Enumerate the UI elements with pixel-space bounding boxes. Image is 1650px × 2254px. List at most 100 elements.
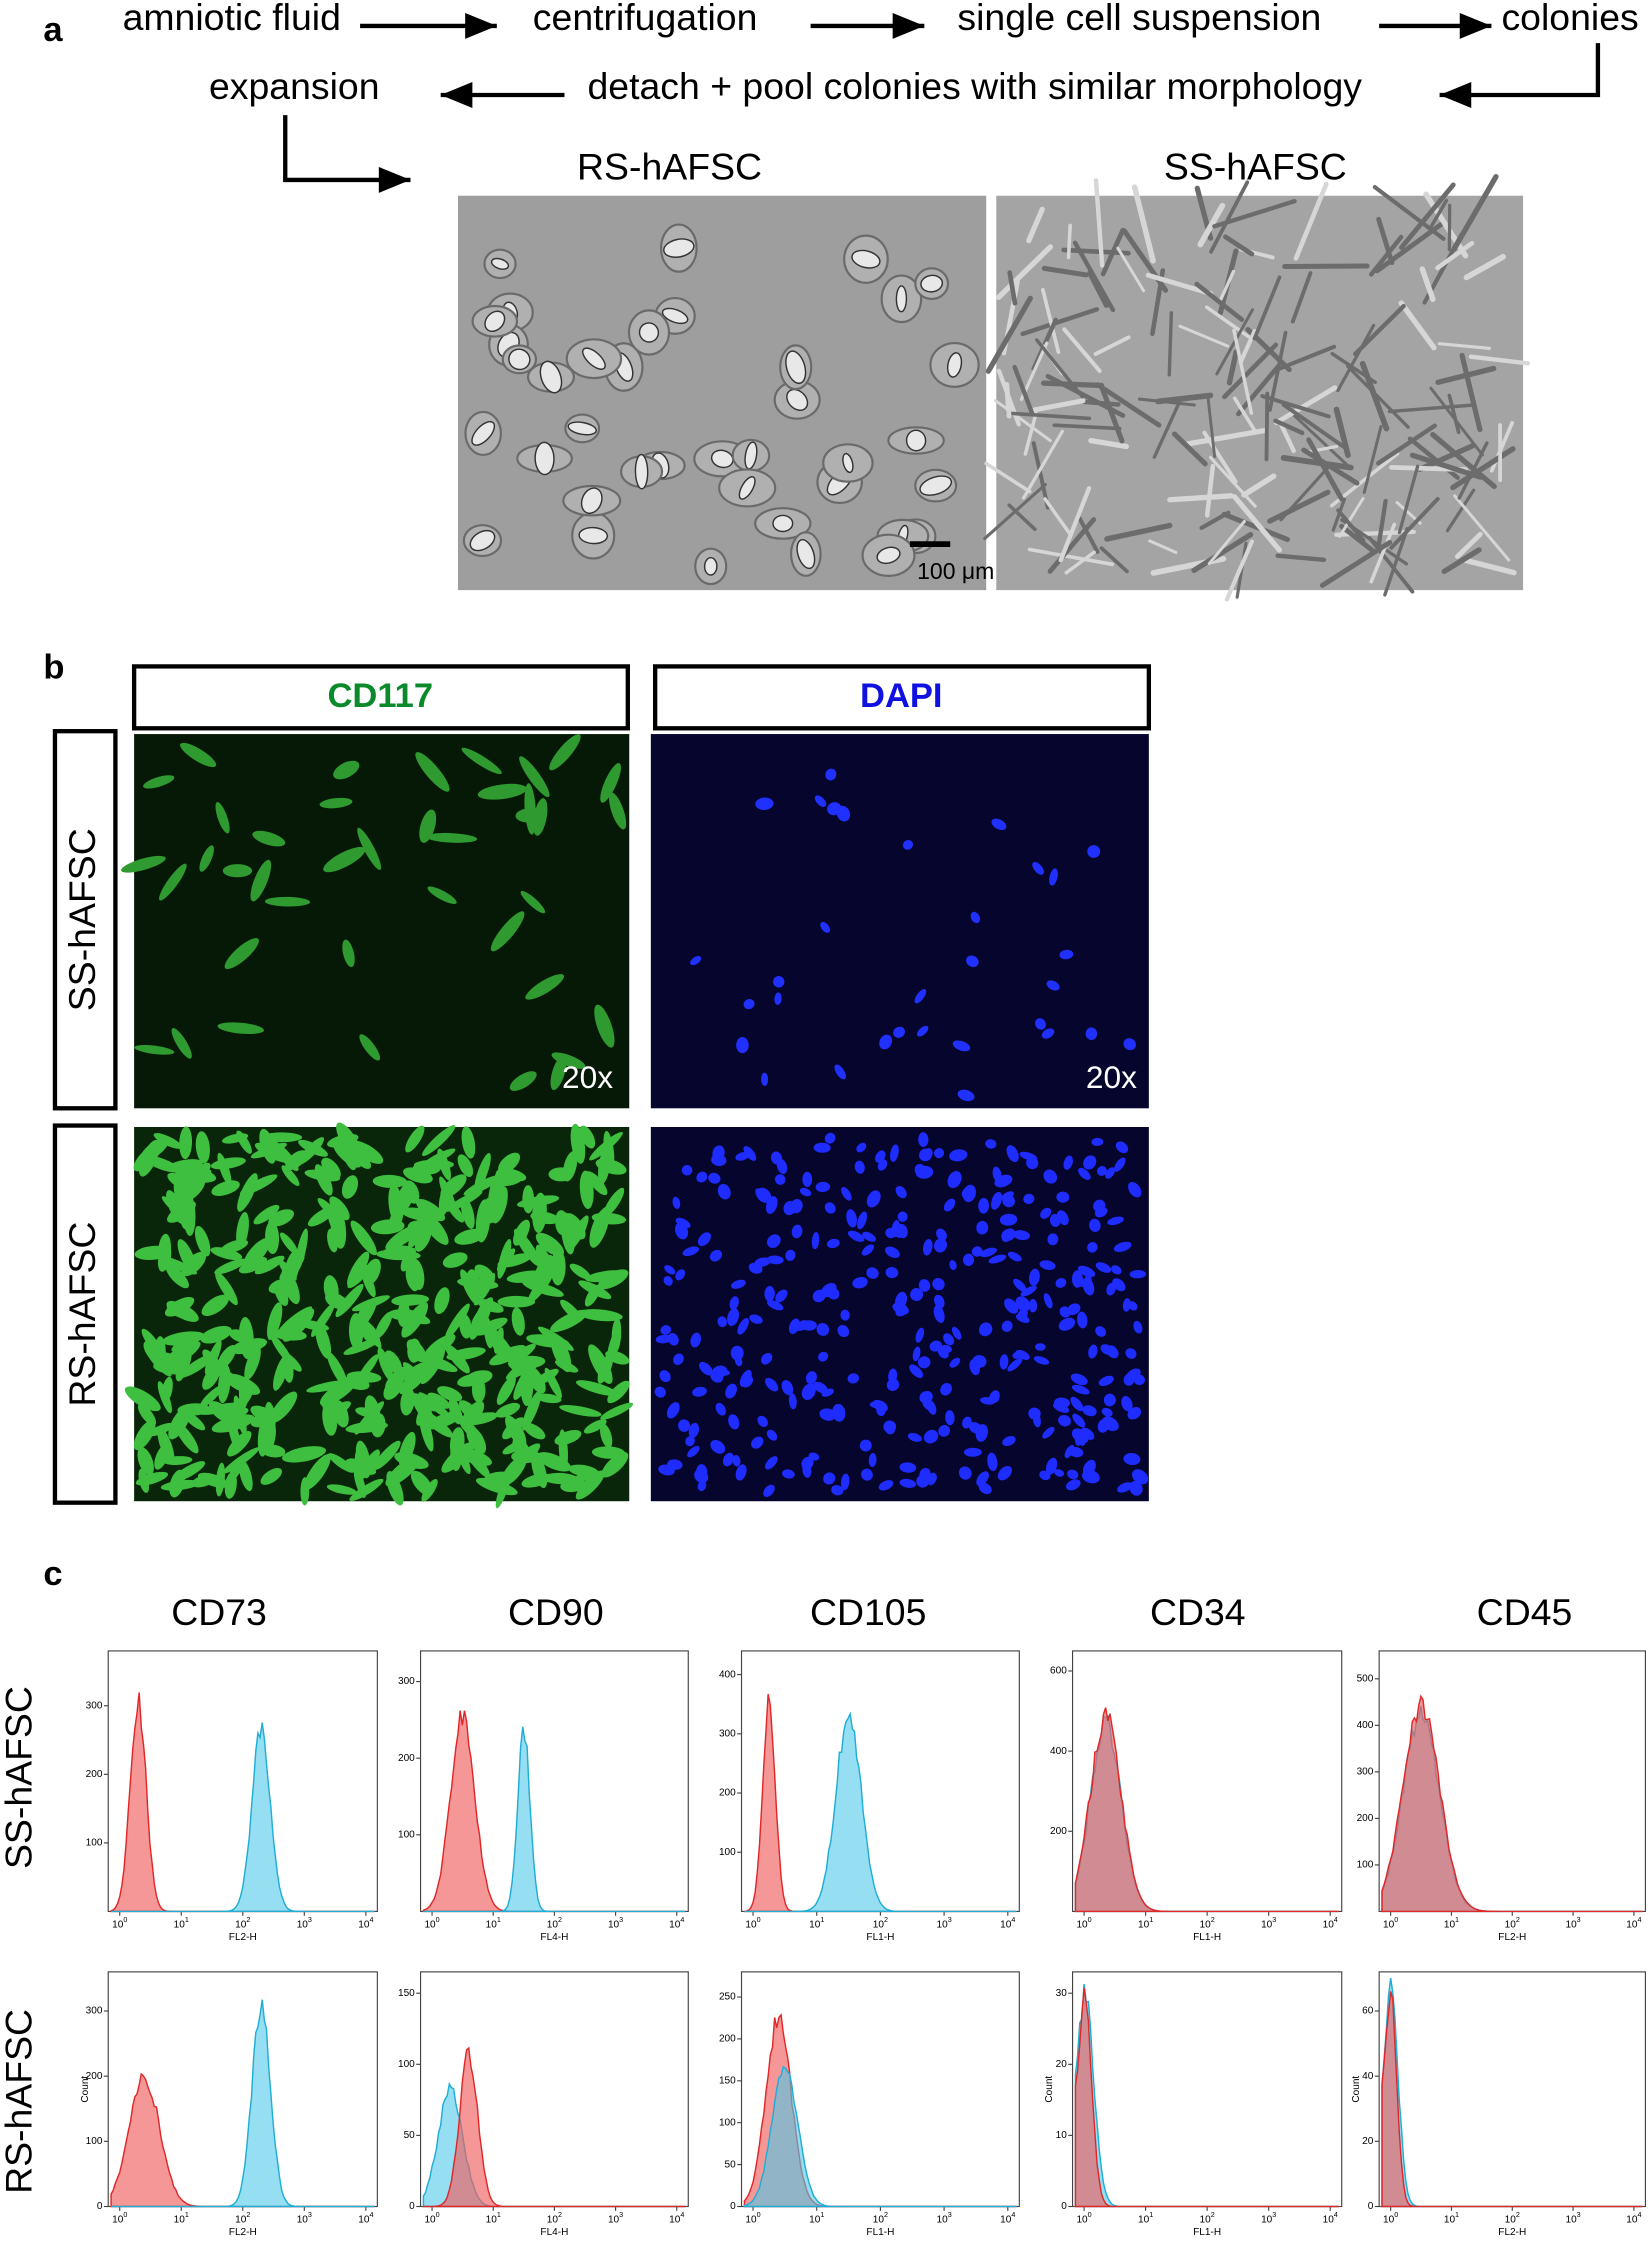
cell [1045, 373, 1126, 418]
cell [1191, 531, 1254, 574]
nucleus [1049, 868, 1058, 886]
x-tick-base: 10 [745, 2214, 757, 2225]
nucleus [832, 1403, 846, 1422]
cell [489, 1331, 508, 1357]
arrow-head [892, 12, 925, 39]
x-tick-label: 104 [358, 2210, 373, 2225]
nucleus [980, 1397, 996, 1405]
nucleus [688, 1422, 700, 1438]
nucleus [696, 1464, 708, 1480]
cell [1012, 364, 1035, 416]
y-axis-label: Count [1351, 2076, 1362, 2103]
nucleus [731, 1279, 746, 1289]
y-tick-label: 400 [719, 1669, 736, 1680]
nucleus [854, 1160, 865, 1174]
x-tick-exponent: 0 [1394, 1915, 1398, 1924]
nucleus [748, 1262, 763, 1274]
cell [228, 1458, 244, 1483]
nucleus [896, 1223, 908, 1239]
cell-core [471, 420, 496, 446]
cell [260, 1468, 282, 1485]
cell [600, 1423, 613, 1449]
cell [273, 1354, 290, 1391]
nucleus [909, 1364, 924, 1379]
nucleus [1095, 1326, 1106, 1337]
cell [422, 1148, 456, 1167]
cell [475, 1199, 491, 1243]
nucleus [1032, 861, 1044, 875]
y-tick-label: 0 [730, 2201, 736, 2212]
cell-core [490, 257, 510, 270]
nucleus [885, 1267, 899, 1279]
cell [425, 832, 478, 843]
nucleus [1083, 1155, 1097, 1170]
cell [1281, 402, 1347, 450]
cell [1104, 522, 1173, 542]
nucleus [994, 1174, 1013, 1188]
x-tick-label: 101 [1138, 1915, 1153, 1930]
cell [1088, 437, 1130, 450]
cell [157, 1381, 172, 1414]
cell [202, 1364, 221, 1390]
cell-core [661, 307, 689, 325]
nucleus [1106, 1345, 1119, 1359]
nucleus [1007, 1358, 1023, 1372]
x-tick-label: 101 [1444, 1915, 1459, 1930]
cell [477, 1299, 504, 1313]
cell-core [580, 487, 603, 515]
cell [134, 1044, 175, 1055]
nucleus [991, 1191, 1003, 1210]
cell [370, 1219, 405, 1235]
cell [283, 1250, 300, 1289]
cell [1455, 531, 1483, 559]
cell [502, 1440, 525, 1455]
cell [264, 896, 311, 907]
x-tick-exponent: 2 [1516, 2210, 1520, 2219]
marker-title: CD90 [508, 1591, 604, 1633]
x-tick-label: 100 [745, 2210, 760, 2225]
cell [427, 886, 457, 904]
cell [1100, 227, 1126, 277]
row-box [52, 729, 118, 1111]
cell [455, 1447, 492, 1466]
cell [463, 1175, 502, 1196]
nucleus [1112, 1278, 1126, 1292]
nucleus [910, 1288, 924, 1302]
nucleus [1064, 1444, 1075, 1459]
cell [1346, 364, 1410, 429]
x-tick-base: 10 [235, 2214, 247, 2225]
cell [1199, 510, 1231, 531]
cell [1043, 497, 1073, 538]
cell [607, 1327, 621, 1362]
nucleus [915, 1327, 925, 1343]
y-tick-label: 200 [86, 1769, 103, 1780]
cell [359, 1449, 380, 1480]
cell [159, 863, 187, 901]
magnification: 20x [562, 1059, 613, 1095]
nucleus [945, 1410, 955, 1426]
flow-step: single cell suspension [957, 0, 1321, 38]
x-tick-label: 103 [1261, 1915, 1276, 1930]
y-tick-label: 0 [1061, 2201, 1067, 2212]
cell [277, 1306, 313, 1335]
nucleus [902, 840, 914, 850]
cell [1100, 386, 1125, 444]
x-tick-exponent: 3 [1577, 1915, 1581, 1924]
cell [444, 1303, 470, 1340]
cell [357, 827, 382, 870]
x-tick-label: 103 [608, 2210, 623, 2225]
cell [1178, 324, 1230, 348]
row-box [52, 1123, 118, 1505]
cell [532, 1192, 547, 1234]
nucleus [1095, 1262, 1112, 1273]
nucleus [834, 1064, 846, 1080]
cell [1339, 523, 1375, 553]
nucleus [687, 1445, 700, 1458]
cell [1389, 496, 1440, 550]
flow-step: amniotic fluid [123, 0, 341, 38]
cell [575, 1470, 605, 1500]
nucleus [1055, 1278, 1067, 1288]
fluorescence-image [134, 734, 630, 1109]
nucleus [764, 1456, 778, 1470]
x-tick-base: 10 [424, 2214, 436, 2225]
